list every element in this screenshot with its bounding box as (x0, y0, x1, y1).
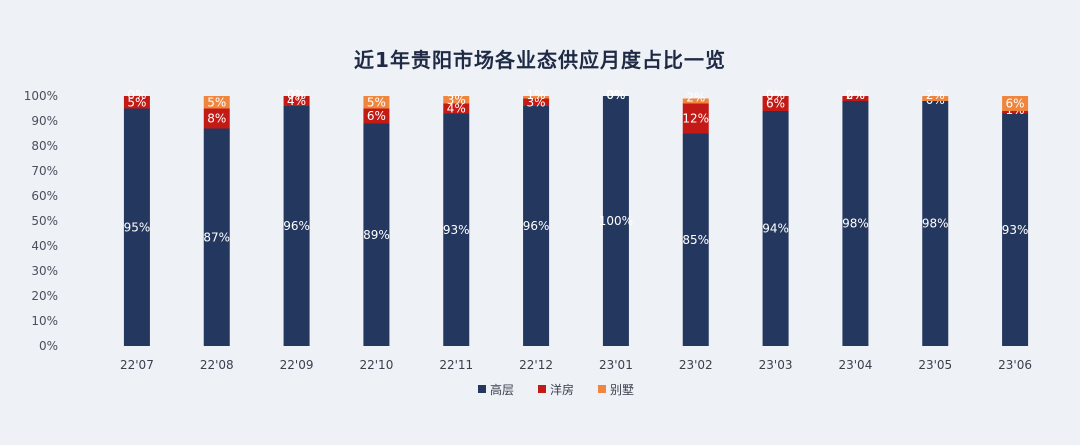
x-tick-label: 23'04 (838, 358, 872, 372)
y-tick-label: 10% (31, 314, 58, 328)
y-tick-label: 80% (31, 139, 58, 153)
data-label: 96% (523, 219, 550, 233)
data-label: 87% (203, 230, 230, 244)
legend-label: 高层 (490, 382, 514, 397)
data-label: 6% (766, 97, 785, 111)
legend-label: 别墅 (610, 383, 634, 397)
data-label: 100% (599, 214, 633, 228)
data-label: 2% (926, 88, 945, 102)
bar-segment (123, 96, 150, 109)
bar-segment (203, 96, 230, 109)
bar-segment (842, 101, 869, 346)
bar-segment (203, 108, 230, 129)
data-label: 0% (127, 88, 146, 102)
bar-segment (682, 103, 709, 134)
bar-segment (1002, 96, 1029, 111)
bar-segment (203, 128, 230, 346)
bar-segment (363, 123, 390, 346)
bar-segment (363, 96, 390, 109)
chart-title: 近1年贵阳市场各业态供应月度占比一览 (354, 48, 726, 72)
data-label: 95% (124, 220, 151, 234)
y-tick-label: 30% (31, 264, 58, 278)
data-label: 93% (1002, 223, 1029, 237)
data-label: 6% (367, 109, 386, 123)
data-label: 0% (766, 88, 785, 102)
data-label: 4% (447, 102, 466, 116)
data-label: 1% (527, 88, 546, 102)
bar-segment (602, 96, 629, 346)
bar-segment (523, 106, 550, 346)
bar-segment (762, 96, 789, 111)
bar-segment (283, 106, 310, 346)
bar-segment (762, 111, 789, 346)
bar-segment (363, 108, 390, 124)
data-label: 4% (287, 94, 306, 108)
y-tick-label: 60% (31, 189, 58, 203)
bar-segment (1002, 113, 1029, 346)
x-tick-label: 22'11 (439, 358, 473, 372)
bar-segment (922, 96, 949, 101)
legend-label: 洋房 (550, 382, 574, 397)
data-label: 2% (686, 91, 705, 105)
x-tick-label: 22'10 (359, 358, 393, 372)
y-tick-label: 90% (31, 114, 58, 128)
data-label: 98% (922, 217, 949, 231)
data-label: 85% (682, 233, 709, 247)
y-tick-label: 50% (31, 214, 58, 228)
data-label: 0% (287, 88, 306, 102)
bar-segment (682, 133, 709, 346)
data-label: 0% (846, 88, 865, 102)
x-tick-label: 23'06 (998, 358, 1032, 372)
y-tick-label: 100% (24, 89, 58, 103)
legend-swatch (538, 385, 546, 393)
data-label: 2% (846, 88, 865, 102)
bar-segment (523, 96, 550, 99)
data-label: 94% (762, 222, 789, 236)
data-label: 8% (207, 112, 226, 126)
x-tick-label: 23'01 (599, 358, 633, 372)
bar-segment (443, 113, 470, 346)
bar-segment (283, 96, 310, 106)
bar-segment (1002, 111, 1029, 114)
y-tick-label: 0% (39, 339, 58, 353)
x-tick-label: 22'08 (200, 358, 234, 372)
data-label: 93% (443, 223, 470, 237)
x-tick-label: 22'09 (280, 358, 314, 372)
bar-segment (842, 96, 869, 101)
y-tick-label: 20% (31, 289, 58, 303)
data-label: 3% (447, 93, 466, 107)
data-label: 5% (207, 95, 226, 109)
data-label: 5% (367, 95, 386, 109)
data-label: 0% (606, 88, 625, 102)
bar-segment (523, 98, 550, 106)
data-label: 3% (527, 95, 546, 109)
bar-segment (443, 103, 470, 114)
data-label: 0% (606, 88, 625, 102)
bar-segment (682, 98, 709, 104)
y-tick-label: 70% (31, 164, 58, 178)
x-tick-label: 23'03 (759, 358, 793, 372)
data-label: 89% (363, 228, 390, 242)
bar-segment (443, 96, 470, 104)
data-label: 12% (682, 112, 709, 126)
x-tick-label: 23'05 (918, 358, 952, 372)
y-tick-label: 40% (31, 239, 58, 253)
data-label: 96% (283, 219, 310, 233)
x-tick-label: 22'12 (519, 358, 553, 372)
legend-swatch (598, 385, 606, 393)
data-label: 98% (842, 217, 869, 231)
bar-segment (123, 108, 150, 346)
data-label: 5% (127, 95, 146, 109)
x-tick-label: 22'07 (120, 358, 154, 372)
data-label: 6% (1006, 97, 1025, 111)
x-tick-label: 23'02 (679, 358, 713, 372)
legend-swatch (478, 385, 486, 393)
bar-segment (922, 101, 949, 346)
